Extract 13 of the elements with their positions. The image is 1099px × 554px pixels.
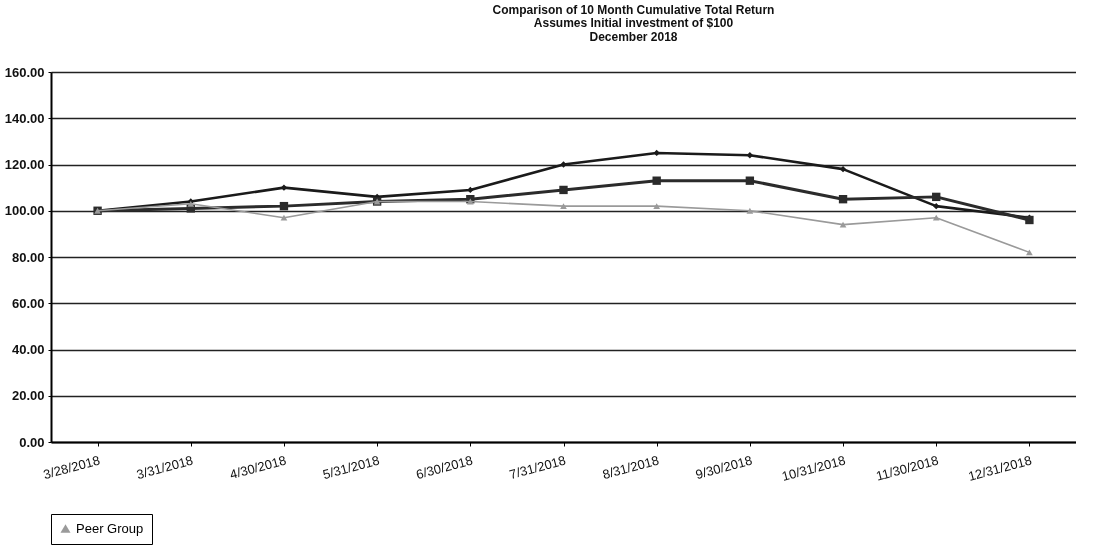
y-tick-label: 20.00 bbox=[11, 388, 45, 404]
y-tick-label: 160.00 bbox=[4, 64, 45, 80]
y-tick-label: 100.00 bbox=[4, 203, 45, 219]
chart-title: Comparison of 10 Month Cumulative Total Return bbox=[492, 3, 775, 17]
y-tick-label: 140.00 bbox=[4, 110, 45, 126]
y-tick-label: 60.00 bbox=[11, 295, 45, 311]
x-tick-label: 4/30/2018 bbox=[228, 452, 288, 483]
y-tick-label: 0.00 bbox=[19, 434, 45, 450]
y-tick-label: 40.00 bbox=[11, 342, 45, 357]
legend-label: Peer Group bbox=[76, 520, 144, 536]
chart-subtitle: Assumes Initial investment of $100 December 2018 bbox=[533, 16, 734, 44]
y-tick-label: 80.00 bbox=[11, 249, 45, 265]
y-tick-label: 120.00 bbox=[4, 157, 45, 172]
